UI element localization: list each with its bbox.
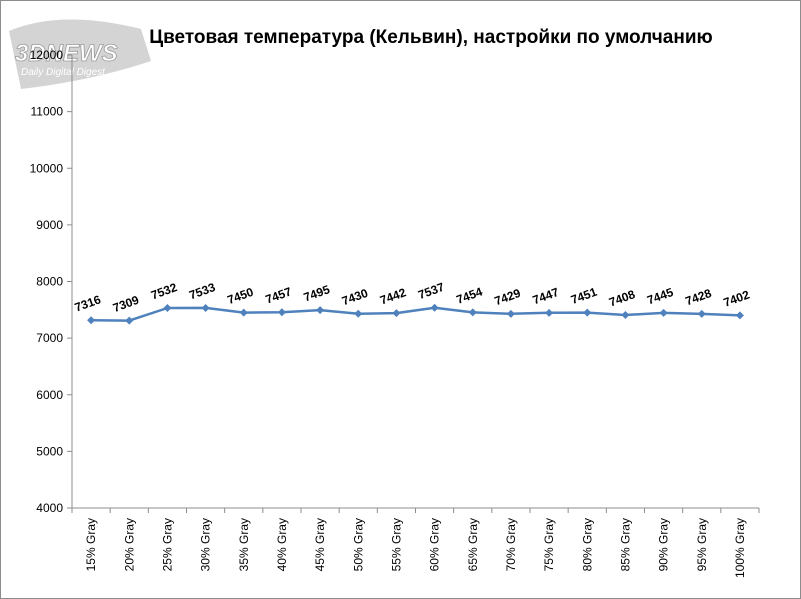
series-line-path [91, 306, 740, 322]
data-label: 7454 [454, 284, 484, 306]
x-tick-label: 35% Gray [237, 518, 251, 571]
y-tick-label: 6000 [36, 388, 63, 402]
x-tick-label: 55% Gray [389, 518, 403, 571]
data-point-marker [468, 308, 477, 317]
data-point-marker [392, 309, 401, 318]
data-label: 7442 [378, 285, 408, 307]
data-label: 7537 [416, 280, 446, 302]
data-point-marker [239, 308, 248, 317]
x-tick-label: 85% Gray [618, 518, 632, 571]
data-label: 7402 [722, 287, 752, 309]
y-tick-label: 8000 [36, 275, 63, 289]
data-point-marker [659, 308, 668, 317]
chart-title: Цветовая температура (Кельвин), настройк… [149, 27, 713, 48]
y-tick-label: 4000 [36, 501, 63, 515]
data-point-marker [506, 309, 515, 318]
x-tick-label: 50% Gray [351, 518, 365, 571]
data-label: 7447 [531, 285, 561, 307]
watermark-logo: 3DNEWS Daily Digital Digest [9, 19, 151, 90]
x-tick-label: 95% Gray [695, 518, 709, 571]
x-tick-label: 45% Gray [313, 518, 327, 571]
x-tick-label: 15% Gray [84, 518, 98, 571]
y-tick-label: 5000 [36, 444, 63, 458]
data-point-marker [201, 303, 210, 312]
data-point-marker [430, 303, 439, 312]
y-tick-label: 11000 [31, 105, 64, 119]
watermark-brand: 3DNEWS [15, 40, 118, 67]
data-label: 7430 [340, 286, 370, 308]
data-point-marker [621, 311, 630, 320]
x-axis-ticks: 15% Gray 20% Gray 25% Gray 30% Gray 35% Gray… [71, 508, 760, 578]
series-line [87, 303, 744, 325]
data-point-marker [583, 308, 592, 317]
x-tick-label: 30% Gray [199, 518, 213, 571]
x-tick-label: 80% Gray [580, 518, 594, 571]
x-tick-label: 20% Gray [122, 518, 136, 571]
x-tick-label: 75% Gray [542, 518, 556, 571]
watermark-brush-icon [9, 19, 151, 90]
data-label: 7450 [225, 285, 255, 307]
y-tick-label: 10000 [30, 161, 64, 175]
data-label: 7429 [493, 286, 523, 308]
data-point-marker [735, 311, 744, 320]
y-axis-ticks: 4000 5000 6000 7000 8000 9000 10000 11000 12000 [30, 48, 72, 515]
data-point-marker [545, 308, 554, 317]
x-tick-label: 100% Gray [733, 518, 747, 578]
x-tick-label: 40% Gray [275, 518, 289, 571]
data-label: 7495 [302, 282, 332, 304]
data-label: 7428 [683, 286, 713, 308]
data-label: 7457 [264, 284, 294, 306]
data-label: 7445 [645, 285, 675, 307]
y-tick-label: 9000 [36, 218, 63, 232]
x-tick-label: 25% Gray [160, 518, 174, 571]
data-point-marker [87, 316, 96, 325]
data-label: 7532 [149, 280, 179, 302]
data-point-marker [697, 309, 706, 318]
x-tick-label: 60% Gray [428, 518, 442, 571]
x-tick-label: 90% Gray [657, 518, 671, 571]
axes [71, 55, 759, 509]
data-label: 7533 [187, 280, 217, 302]
data-point-marker [277, 308, 286, 317]
y-tick-label: 7000 [36, 331, 63, 345]
watermark-tagline: Daily Digital Digest [21, 67, 106, 78]
data-label: 7408 [607, 287, 637, 309]
y-tick-label: 12000 [30, 48, 64, 62]
data-point-marker [125, 316, 134, 325]
x-tick-label: 65% Gray [466, 518, 480, 571]
data-point-marker [354, 309, 363, 318]
data-point-marker [316, 306, 325, 315]
x-tick-label: 70% Gray [504, 518, 518, 571]
data-label: 7451 [569, 285, 599, 307]
data-label: 7309 [111, 293, 141, 315]
data-point-marker [163, 304, 172, 313]
data-label: 7316 [73, 292, 103, 314]
